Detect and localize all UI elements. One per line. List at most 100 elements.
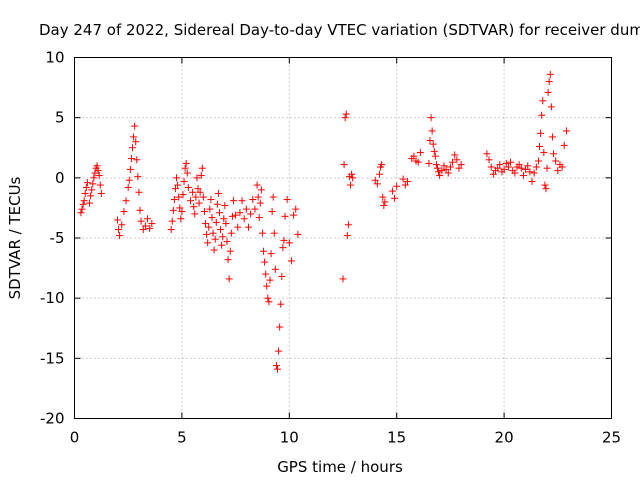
- data-point: [227, 229, 235, 237]
- data-point: [280, 236, 288, 244]
- data-point: [134, 173, 142, 181]
- data-point: [287, 257, 295, 265]
- data-point: [552, 157, 560, 165]
- data-point: [532, 163, 540, 171]
- data-point: [393, 182, 401, 190]
- data-point: [168, 217, 176, 225]
- data-point: [80, 197, 88, 205]
- data-point: [126, 165, 134, 173]
- data-point: [283, 195, 291, 203]
- data-point: [226, 247, 234, 255]
- data-point: [189, 188, 197, 196]
- data-point: [416, 149, 424, 157]
- data-point: [193, 174, 201, 182]
- data-point: [220, 215, 228, 223]
- data-point: [438, 167, 446, 175]
- data-point: [290, 211, 298, 219]
- data-point: [388, 187, 396, 195]
- data-point: [268, 208, 276, 216]
- data-point: [222, 220, 230, 228]
- data-point: [496, 161, 504, 169]
- data-point: [207, 195, 215, 203]
- data-point: [507, 158, 515, 166]
- data-point: [554, 167, 562, 175]
- data-point: [115, 226, 123, 234]
- data-point: [136, 206, 144, 214]
- data-point: [401, 181, 409, 189]
- data-point: [81, 189, 89, 197]
- data-point: [208, 214, 216, 222]
- data-point: [240, 215, 248, 223]
- data-point: [457, 161, 465, 169]
- data-point: [487, 163, 495, 171]
- data-point: [90, 174, 98, 182]
- data-point: [191, 210, 199, 218]
- data-point: [265, 298, 273, 306]
- data-point: [128, 144, 136, 152]
- data-point: [562, 127, 570, 135]
- data-point: [219, 233, 227, 241]
- data-point: [96, 181, 104, 189]
- data-point: [534, 157, 542, 165]
- data-point: [434, 164, 442, 172]
- y-tick-label: -5: [50, 229, 65, 247]
- data-point: [550, 150, 558, 158]
- data-point: [186, 197, 194, 205]
- data-point: [196, 188, 204, 196]
- data-point: [517, 164, 525, 172]
- data-point: [391, 194, 399, 202]
- data-point: [141, 222, 149, 230]
- data-point: [221, 202, 229, 210]
- data-point: [275, 347, 283, 355]
- data-point: [212, 218, 220, 226]
- data-point: [206, 205, 214, 213]
- data-point: [414, 158, 422, 166]
- data-point: [522, 165, 530, 173]
- data-point: [205, 223, 213, 231]
- data-point: [214, 189, 222, 197]
- data-point: [349, 174, 357, 182]
- data-point: [547, 103, 555, 111]
- data-point: [425, 159, 433, 167]
- data-point: [258, 229, 266, 237]
- data-point: [89, 180, 97, 188]
- data-point: [209, 229, 217, 237]
- data-point: [247, 210, 255, 218]
- data-point: [198, 164, 206, 172]
- x-tick-label: 5: [177, 429, 187, 447]
- data-point: [236, 209, 244, 217]
- data-point: [500, 165, 508, 173]
- data-point: [273, 365, 281, 373]
- x-axis-label: GPS time / hours: [277, 458, 403, 476]
- data-point: [348, 170, 356, 178]
- data-point: [440, 162, 448, 170]
- data-point: [167, 226, 175, 234]
- data-point: [169, 206, 177, 214]
- data-point: [124, 183, 132, 191]
- data-point: [86, 199, 94, 207]
- data-point: [536, 143, 544, 151]
- data-point: [97, 189, 105, 197]
- data-point: [133, 156, 141, 164]
- data-point: [242, 205, 250, 213]
- data-point: [526, 168, 534, 176]
- tick-layer: 0 5 10 15 20 25 10 5 0 -5 -10 -15 -20: [40, 49, 621, 447]
- data-point: [215, 209, 223, 217]
- x-tick-label: 10: [280, 429, 299, 447]
- data-point: [87, 192, 95, 200]
- chart-title: Day 247 of 2022, Sidereal Day-to-day VTE…: [39, 21, 640, 39]
- data-point: [347, 181, 355, 189]
- data-point: [148, 220, 156, 228]
- data-point: [442, 165, 450, 173]
- data-point: [542, 185, 550, 193]
- data-point: [183, 169, 191, 177]
- data-point: [272, 362, 280, 370]
- data-point: [371, 176, 379, 184]
- data-point: [449, 158, 457, 166]
- data-point: [502, 159, 510, 167]
- data-point: [83, 179, 91, 187]
- x-tick-label: 25: [602, 429, 621, 447]
- data-point: [515, 161, 523, 169]
- data-point: [218, 241, 226, 249]
